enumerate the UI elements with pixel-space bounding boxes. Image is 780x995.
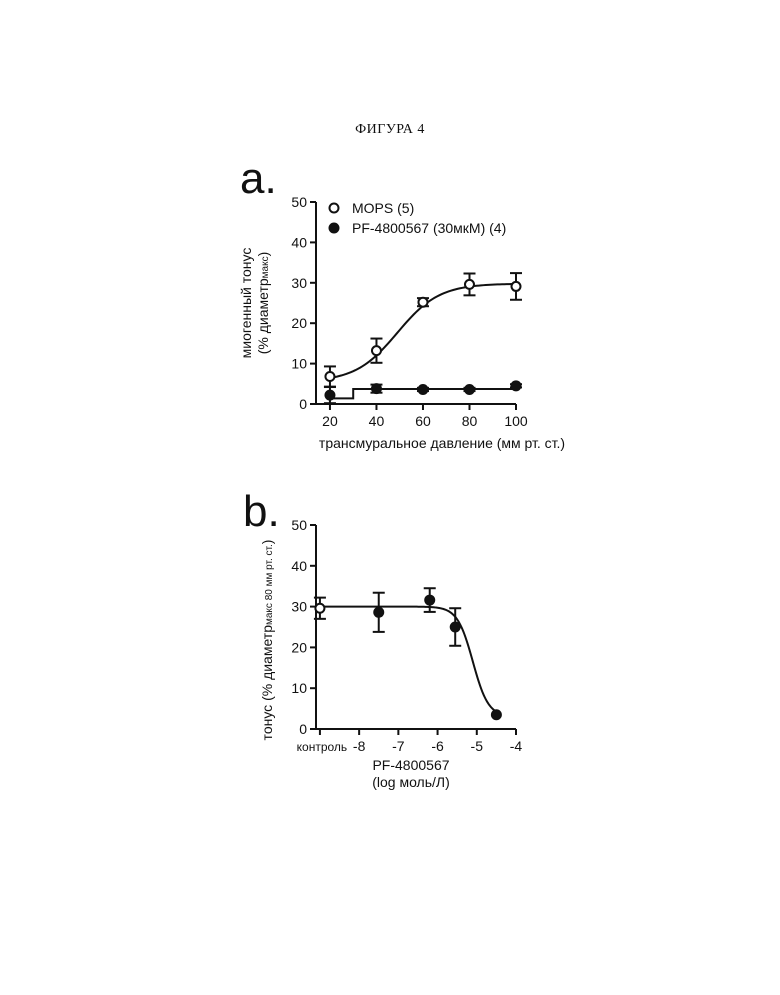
x-tick-label-b: -4	[510, 738, 523, 754]
x-tick-label-b: -5	[471, 738, 484, 754]
y-tick-label-b: 10	[291, 680, 307, 696]
x-tick-label-b: контроль	[297, 740, 348, 754]
x-tick-label-b: -8	[353, 738, 366, 754]
data-point-b-s2-4	[491, 710, 501, 720]
y-axis-label-b-sub: макс 80 мм рт. ст.	[264, 544, 275, 625]
y-axis-label-b-text: тонус (% диаметрмакс 80 мм рт. ст.)	[259, 540, 275, 741]
y-axis-label-b-close: )	[259, 540, 275, 545]
x-axis-label-b-line1: PF-4800567	[372, 757, 449, 773]
data-point-b-s1-1	[315, 604, 324, 613]
panel-letter-b: b.	[243, 487, 280, 536]
data-point-b-s2-2	[425, 595, 435, 605]
y-tick-label-b: 40	[291, 558, 307, 574]
fit-line-b	[320, 607, 496, 712]
x-tick-label-b: -7	[392, 738, 405, 754]
y-tick-label-b: 30	[291, 599, 307, 615]
data-point-b-s2-1	[374, 607, 384, 617]
y-tick-label-b: 20	[291, 639, 307, 655]
y-axis-label-b-main: тонус (% диаметр	[259, 625, 275, 741]
x-tick-label-b: -6	[431, 738, 444, 754]
y-axis-label-b: тонус (% диаметрмакс 80 мм рт. ст.)	[259, 540, 275, 741]
x-axis-label-b-line2: (log моль/Л)	[372, 774, 450, 790]
y-tick-label-b: 0	[299, 721, 307, 737]
y-tick-label-b: 50	[291, 517, 307, 533]
data-point-b-s2-3	[450, 622, 460, 632]
